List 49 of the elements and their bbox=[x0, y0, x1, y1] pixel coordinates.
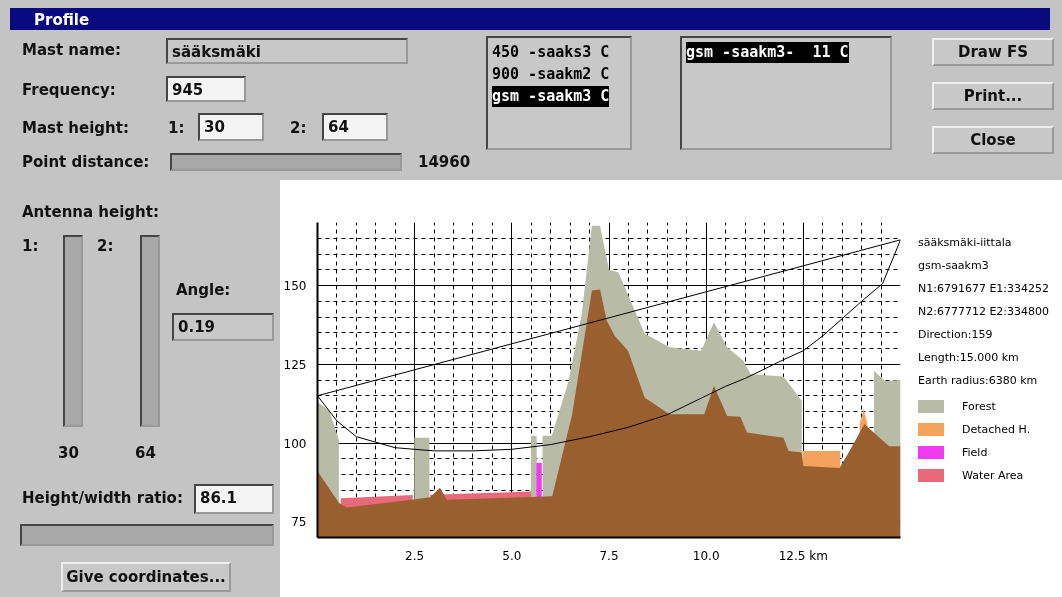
text: Draw FS bbox=[932, 38, 1054, 66]
text: sääksmäki-iittala bbox=[918, 235, 1012, 251]
text: Point distance: bbox=[22, 152, 150, 173]
legend-label: Detached H. bbox=[962, 422, 1031, 438]
text: 30 bbox=[58, 443, 79, 464]
text: 2: bbox=[97, 236, 114, 257]
text: 450 -saaks3 C bbox=[492, 42, 610, 63]
legend-label: Field bbox=[962, 445, 988, 461]
x-tick-label: 12.5 km bbox=[778, 548, 828, 563]
text: 86.1 bbox=[194, 484, 274, 514]
text: 1: bbox=[168, 118, 185, 139]
x-tick-label: 10.0 bbox=[692, 548, 720, 563]
text: Mast name: bbox=[22, 40, 121, 61]
text: Height/width ratio: bbox=[22, 488, 183, 509]
text: Mast height: bbox=[22, 118, 129, 139]
text: gsm -saakm3- 11 C bbox=[686, 42, 849, 64]
x-tick-label: 5.0 bbox=[502, 548, 522, 563]
text: Frequency: bbox=[22, 80, 116, 101]
text: 945 bbox=[166, 76, 246, 102]
text: 64 bbox=[135, 443, 156, 464]
y-tick-label: 75 bbox=[291, 515, 307, 530]
x-tick-label: 2.5 bbox=[405, 548, 425, 563]
text: Print... bbox=[932, 82, 1054, 110]
text: 1: bbox=[22, 236, 39, 257]
text: Length:15.000 km bbox=[918, 350, 1019, 366]
text: Antenna height: bbox=[22, 202, 159, 223]
text: 14960 bbox=[418, 152, 471, 173]
text: Earth radius:6380 km bbox=[918, 373, 1038, 389]
text: 0.19 bbox=[172, 313, 274, 341]
text: Direction:159 bbox=[918, 327, 993, 343]
text: Give coordinates... bbox=[61, 562, 231, 592]
text: N2:6777712 E2:334800 bbox=[918, 304, 1050, 320]
text: gsm -saakm3 C bbox=[492, 86, 610, 108]
text: N1:6791677 E1:334252 bbox=[918, 281, 1050, 297]
text: 30 bbox=[198, 113, 264, 141]
legend-label: Water Area bbox=[962, 468, 1024, 484]
legend-label: Forest bbox=[962, 399, 996, 415]
x-tick-label: 7.5 bbox=[599, 548, 619, 563]
y-tick-label: 100 bbox=[283, 436, 307, 451]
text: gsm-saakm3 bbox=[918, 258, 989, 274]
text: 2: bbox=[290, 118, 307, 139]
text: Angle: bbox=[176, 280, 231, 301]
text: Profile bbox=[34, 11, 90, 29]
text: sääksmäki bbox=[166, 38, 408, 64]
text: 900 -saakm2 C bbox=[492, 64, 610, 85]
text: 64 bbox=[322, 113, 388, 141]
text: Close bbox=[932, 126, 1054, 154]
y-tick-label: 150 bbox=[283, 279, 307, 293]
y-tick-label: 125 bbox=[283, 357, 307, 372]
